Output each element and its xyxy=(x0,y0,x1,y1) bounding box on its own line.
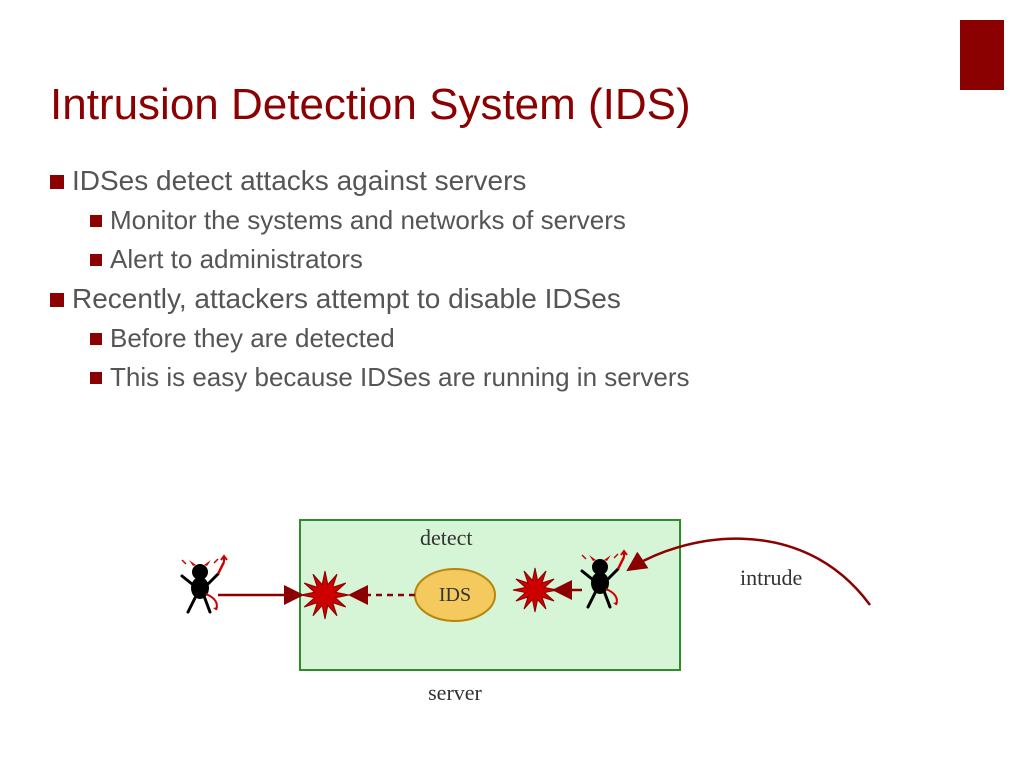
bullet-text: Monitor the systems and networks of serv… xyxy=(110,205,626,236)
bullet-level2: This is easy because IDSes are running i… xyxy=(90,362,974,393)
bullet-level2: Monitor the systems and networks of serv… xyxy=(90,205,974,236)
slide-title: Intrusion Detection System (IDS) xyxy=(50,80,691,130)
accent-bar xyxy=(960,20,1004,90)
bullet-text: Before they are detected xyxy=(110,323,395,354)
intrude-label: intrude xyxy=(740,565,802,590)
bullet-marker xyxy=(90,333,102,345)
bullet-text: IDSes detect attacks against servers xyxy=(72,165,526,197)
bullet-marker xyxy=(50,293,64,307)
bullet-marker xyxy=(90,215,102,227)
bullet-text: Recently, attackers attempt to disable I… xyxy=(72,283,621,315)
server-label: server xyxy=(428,680,482,705)
ids-diagram: IDS detect server intrude xyxy=(0,490,1024,750)
bullet-marker xyxy=(50,175,64,189)
bullet-level1: Recently, attackers attempt to disable I… xyxy=(50,283,974,315)
bullet-text: Alert to administrators xyxy=(110,244,363,275)
bullet-marker xyxy=(90,372,102,384)
bullet-level2: Before they are detected xyxy=(90,323,974,354)
ids-label: IDS xyxy=(439,584,471,606)
bullet-text: This is easy because IDSes are running i… xyxy=(110,362,690,393)
bullet-marker xyxy=(90,254,102,266)
bullet-level2: Alert to administrators xyxy=(90,244,974,275)
attacker-icon xyxy=(182,556,227,612)
bullet-list: IDSes detect attacks against servers Moni… xyxy=(50,165,974,401)
bullet-level1: IDSes detect attacks against servers xyxy=(50,165,974,197)
detect-label: detect xyxy=(420,525,473,550)
